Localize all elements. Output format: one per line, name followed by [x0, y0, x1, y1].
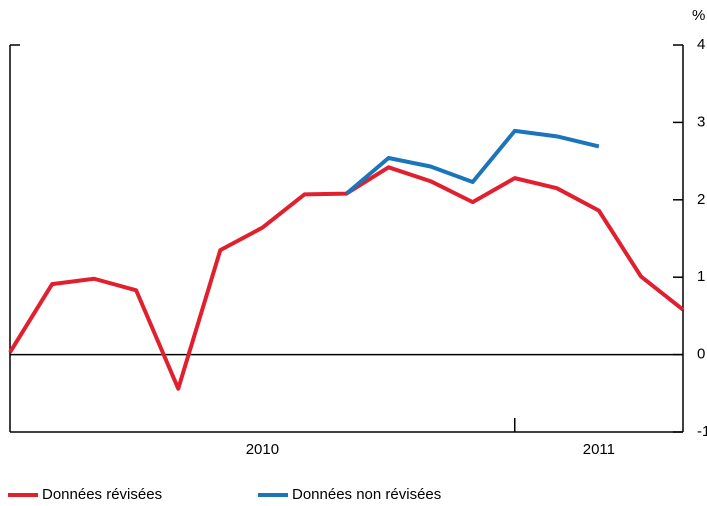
legend-label: Données révisées	[42, 486, 162, 503]
data-line	[345, 128, 600, 196]
x-tick-label: 2011	[583, 441, 615, 458]
data-line	[8, 165, 685, 391]
y-unit-label: %	[692, 7, 705, 24]
y-tick-label: 0	[697, 346, 705, 363]
y-tick-label: 2	[697, 191, 705, 208]
y-tick-label: 3	[697, 113, 705, 130]
x-tick-label: 2010	[246, 441, 279, 458]
y-tick-label: 1	[697, 268, 705, 285]
legend-label: Données non révisées	[292, 486, 441, 503]
y-tick-label: -1	[697, 423, 707, 440]
y-tick-label: 4	[697, 36, 705, 53]
